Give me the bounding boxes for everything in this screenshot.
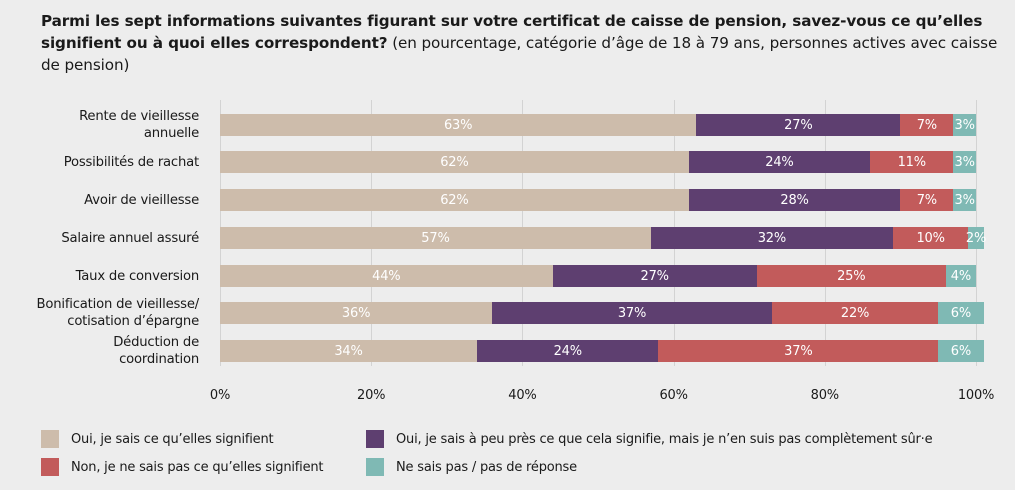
bar-segment: 37% [658,340,939,362]
bar-segment: 34% [220,340,478,362]
x-tick-label: 80% [810,388,839,403]
legend-label: Ne sais pas / pas de réponse [396,459,577,475]
legend-item: Oui, je sais ce qu’elles signifient [41,430,274,448]
bar-row: 63% 27% 7% 3% [220,114,976,136]
data-label: 62% [440,154,469,170]
legend-swatch [41,458,59,476]
bar-segment: 44% [220,265,553,287]
bar-segment: 3% [953,151,976,173]
bar-segment: 63% [220,114,697,136]
bar-segment: 22% [771,302,939,324]
data-label: 3% [954,192,975,208]
data-label: 3% [954,154,975,170]
category-label: Rente de vieillesse annuelle [79,109,199,141]
x-tick-label: 100% [957,388,995,403]
chart-title-question: Parmi les sept informations suivantes fi… [41,12,983,52]
bar-segment: 62% [220,151,689,173]
legend-swatch [41,430,59,448]
data-label: 25% [837,268,866,284]
bar-row: 36% 37% 22% 6% [220,302,984,324]
category-label: Déduction de coordination [113,335,199,367]
data-label: 63% [443,117,473,133]
bar-segment: 27% [552,265,757,287]
legend-label: Non, je ne sais pas ce qu’elles signifie… [71,459,324,475]
data-label: 27% [784,117,813,133]
data-label: 4% [950,268,971,284]
data-label: 37% [784,343,813,359]
data-label: 6% [950,343,971,359]
bar-segment: 25% [756,265,946,287]
bar-segment: 6% [938,302,984,324]
data-label: 44% [372,268,401,284]
bar-segment: 4% [945,265,976,287]
x-tick-label: 0% [209,388,231,403]
bar-row: 62% 24% 11% 3% [220,151,976,173]
data-label: 28% [780,192,809,208]
bar-segment: 10% [892,227,969,249]
legend-swatch [366,430,384,448]
bar-row: 44% 27% 25% 4% [220,265,976,287]
bar-segment: 36% [220,302,493,324]
bar-segment: 24% [477,340,659,362]
legend-label: Oui, je sais ce qu’elles signifient [71,431,274,447]
data-label: 10% [916,230,945,246]
bar-segment: 28% [688,189,901,211]
chart-title: Parmi les sept informations suivantes fi… [41,10,1001,76]
bar-segment: 6% [938,340,984,362]
legend-label: Oui, je sais à peu près ce que cela sign… [396,431,933,447]
category-label: Taux de conversion [75,268,200,284]
bar-segment: 2% [965,227,987,249]
data-label: 11% [897,154,926,170]
data-label: 2% [965,230,987,246]
data-label: 34% [334,343,363,359]
data-label: 62% [440,192,469,208]
bar-segment: 37% [492,302,772,324]
bar-row: 34% 24% 37% 6% [220,340,984,362]
data-label: 24% [765,154,794,170]
x-tick-label: 40% [508,388,537,403]
category-label: Avoir de vieillesse [84,192,199,208]
legend-item: Non, je ne sais pas ce qu’elles signifie… [41,458,324,476]
data-label: 27% [640,268,669,284]
category-label: Salaire annuel assuré [61,230,199,246]
data-label: 3% [954,117,975,133]
bar-segment: 7% [900,189,954,211]
x-tick-label: 20% [357,388,386,403]
chart-title-subtitle: (en pourcentage, catégorie d’âge de 18 à… [41,34,998,74]
bar-segment: 7% [900,114,954,136]
data-label: 6% [950,305,971,321]
bar-segment: 27% [696,114,901,136]
bar-segment: 24% [688,151,871,173]
legend-item: Ne sais pas / pas de réponse [366,458,577,476]
data-label: 22% [840,305,870,321]
bar-segment: 3% [953,114,976,136]
legend-item: Oui, je sais à peu près ce que cela sign… [366,430,933,448]
bar-segment: 57% [220,227,651,249]
bar-segment: 3% [953,189,976,211]
bar-segment: 32% [650,227,893,249]
data-label: 36% [341,305,371,321]
x-tick-label: 60% [659,388,688,403]
data-label: 7% [916,117,937,133]
data-label: 37% [617,305,647,321]
data-label: 57% [421,230,450,246]
bar-segment: 62% [220,189,689,211]
data-label: 24% [553,343,582,359]
data-label: 7% [916,192,937,208]
bar-row: 57% 32% 10% 2% [220,227,986,249]
category-label: Bonification de vieillesse/cotisation d’… [36,297,200,329]
category-label: Possibilités de rachat [63,154,200,170]
legend-swatch [366,458,384,476]
bar-row: 62% 28% 7% 3% [220,189,976,211]
bar-segment: 11% [870,151,954,173]
data-label: 32% [757,230,786,246]
